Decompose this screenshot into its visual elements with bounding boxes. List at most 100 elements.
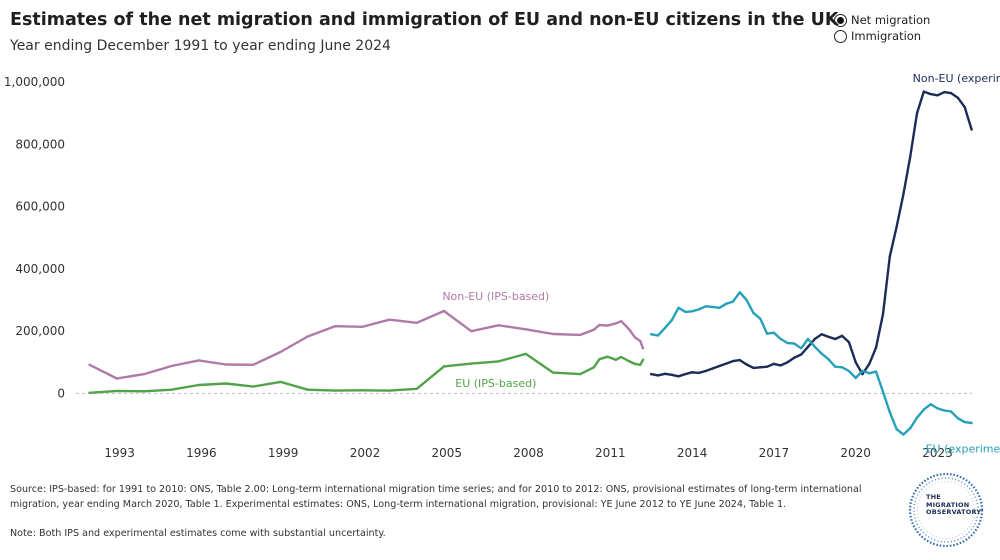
uncertainty-note: Note: Both IPS and experimental estimate… [10, 528, 386, 539]
data-point-eu-ips-based [415, 387, 418, 390]
logo-wordmark: THE MIGRATION OBSERVATORY [926, 493, 982, 517]
logo-line-3: OBSERVATORY [926, 508, 982, 516]
x-tick-label: 2020 [840, 446, 871, 460]
series-label: Non-EU (experimental) [913, 72, 1000, 85]
data-point-non-eu-experimental [656, 374, 660, 377]
data-point-non-eu-ips-based [388, 318, 391, 321]
data-point-eu-experimental [663, 326, 667, 330]
data-point-non-eu-ips-based [442, 309, 446, 313]
data-point-eu-ips-based [279, 380, 282, 384]
y-tick-label: 800,000 [15, 137, 65, 151]
data-point-eu-ips-based [197, 383, 200, 387]
data-point-non-eu-ips-based [614, 322, 617, 325]
toggle-immigration[interactable]: Immigration [834, 27, 994, 45]
series-line-eu-experimental [650, 291, 973, 436]
data-point-non-eu-experimental [806, 345, 810, 348]
data-point-eu-experimental [697, 308, 701, 311]
chart-title: Estimates of the net migration and immig… [10, 10, 839, 30]
data-point-non-eu-ips-based [620, 320, 623, 323]
data-point-eu-experimental [779, 337, 782, 341]
toggle-label-immigration: Immigration [851, 29, 922, 43]
x-tick-label: 2023 [922, 446, 953, 460]
y-tick-label: 400,000 [15, 262, 65, 276]
data-point-eu-experimental [854, 376, 857, 380]
data-point-eu-experimental [902, 433, 905, 436]
data-point-eu-experimental [840, 366, 844, 369]
data-point-eu-ips-based [606, 355, 609, 358]
x-tick-label: 2002 [350, 446, 381, 460]
data-point-non-eu-ips-based [551, 332, 555, 336]
data-point-non-eu-ips-based [224, 363, 228, 366]
data-point-non-eu-experimental [847, 340, 851, 344]
data-point-eu-ips-based [442, 365, 446, 368]
data-point-non-eu-experimental [956, 96, 960, 99]
data-point-non-eu-ips-based [88, 363, 91, 366]
series-line-non-eu-ips-based [88, 309, 645, 380]
data-point-non-eu-experimental [915, 112, 919, 115]
data-point-eu-experimental [861, 369, 864, 373]
radio-unselected-icon[interactable] [834, 29, 847, 43]
data-point-non-eu-experimental [909, 155, 912, 159]
data-point-non-eu-experimental [690, 371, 694, 374]
x-tick-label: 2011 [595, 446, 626, 460]
data-point-non-eu-experimental [724, 362, 728, 365]
data-point-non-eu-experimental [663, 372, 667, 376]
logo-line-1: THE [926, 493, 941, 501]
data-point-non-eu-experimental [861, 372, 864, 376]
data-point-non-eu-experimental [854, 361, 857, 364]
data-point-eu-ips-based [620, 355, 623, 359]
data-point-non-eu-experimental [840, 334, 844, 338]
data-point-eu-experimental [738, 291, 742, 294]
data-point-eu-experimental [799, 347, 803, 350]
data-point-non-eu-ips-based [592, 328, 596, 331]
data-point-non-eu-experimental [943, 90, 946, 94]
x-tick-label: 2005 [431, 446, 462, 460]
data-point-non-eu-experimental [813, 337, 816, 341]
data-point-eu-experimental [684, 310, 687, 314]
data-point-eu-experimental [922, 408, 926, 411]
data-point-eu-experimental [656, 334, 660, 337]
y-tick-label: 0 [57, 386, 65, 400]
data-point-eu-experimental [943, 409, 946, 412]
data-point-eu-experimental [670, 319, 673, 322]
data-point-eu-ips-based [252, 385, 255, 388]
data-point-eu-ips-based [524, 352, 528, 356]
data-point-non-eu-experimental [677, 375, 680, 378]
data-point-eu-ips-based [142, 390, 146, 393]
data-point-eu-experimental [650, 333, 653, 336]
data-point-non-eu-ips-based [333, 325, 337, 328]
data-point-eu-experimental [888, 410, 891, 414]
data-point-non-eu-experimental [820, 333, 823, 336]
data-point-non-eu-experimental [779, 364, 782, 367]
data-point-non-eu-ips-based [628, 328, 631, 331]
data-point-non-eu-ips-based [606, 324, 609, 327]
data-point-eu-ips-based [598, 357, 601, 361]
data-point-eu-experimental [827, 357, 830, 361]
data-point-eu-ips-based [388, 389, 391, 392]
toggle-net-migration[interactable]: Net migration [834, 11, 994, 29]
migration-observatory-logo [908, 472, 984, 548]
data-point-non-eu-experimental [650, 372, 653, 376]
data-point-non-eu-experimental [765, 365, 769, 368]
data-point-non-eu-experimental [881, 312, 885, 316]
data-point-non-eu-experimental [827, 335, 830, 338]
data-point-non-eu-experimental [718, 364, 721, 368]
radio-selected-icon[interactable] [834, 13, 847, 27]
logo-line-2: MIGRATION [926, 500, 970, 509]
data-point-eu-experimental [834, 365, 837, 368]
data-point-non-eu-ips-based [415, 321, 418, 324]
data-point-eu-experimental [949, 410, 953, 413]
data-point-non-eu-ips-based [279, 350, 282, 354]
data-point-non-eu-experimental [874, 346, 878, 349]
data-point-non-eu-experimental [895, 225, 898, 229]
data-point-non-eu-experimental [752, 366, 755, 370]
data-point-eu-ips-based [306, 388, 309, 391]
data-point-eu-experimental [793, 342, 796, 345]
data-point-non-eu-ips-based [306, 335, 309, 338]
data-point-eu-ips-based [361, 389, 364, 392]
data-point-eu-experimental [752, 311, 755, 315]
data-point-non-eu-experimental [868, 362, 871, 366]
data-point-eu-ips-based [551, 371, 555, 374]
data-point-non-eu-ips-based [524, 328, 528, 331]
series-line-non-eu-experimental [650, 90, 973, 378]
